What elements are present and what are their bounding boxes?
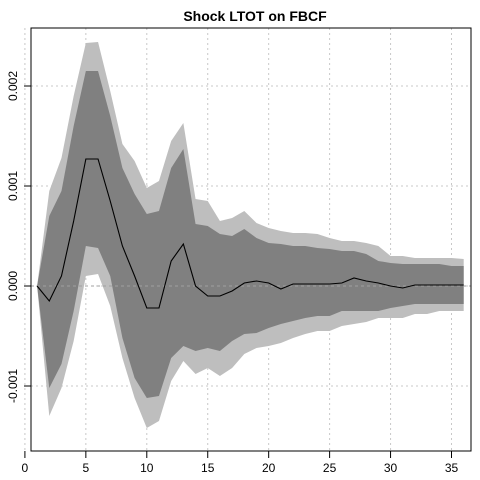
x-tick-label: 5 [83,461,90,475]
x-tick-label: 25 [323,461,337,475]
x-tick-label: 20 [262,461,276,475]
chart-title: Shock LTOT on FBCF [183,8,327,24]
x-tick-label: 0 [22,461,29,475]
y-axis: -0.001 0.000 0.001 0.002 [6,71,31,403]
inner-band-area [37,71,464,398]
y-tick-label: 0.000 [6,271,20,301]
y-tick-label: 0.001 [6,171,20,201]
plot-frame [30,27,472,452]
confidence-bands [37,42,464,428]
response-line-group [36,158,464,309]
x-axis: 0 5 10 15 20 25 30 35 [22,451,459,475]
x-tick-label: 30 [384,461,398,475]
y-tick-label: -0.001 [6,369,20,403]
x-tick-label: 15 [201,461,215,475]
response-line [36,158,464,309]
x-tick-label: 35 [445,461,459,475]
y-tick-label: 0.002 [6,71,20,101]
x-tick-label: 10 [140,461,154,475]
